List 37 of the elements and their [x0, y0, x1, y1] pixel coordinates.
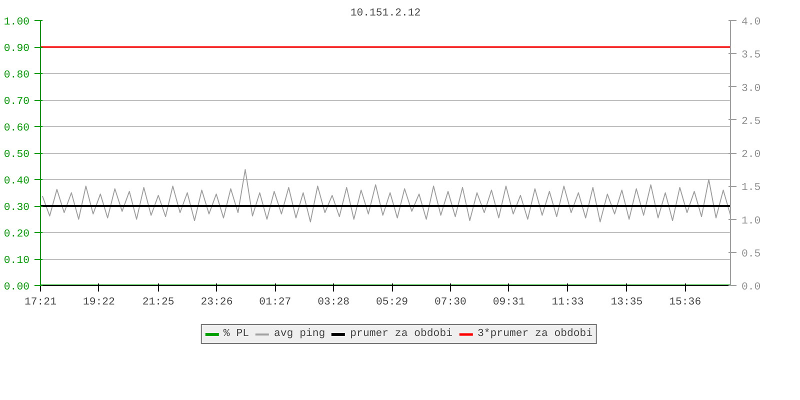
legend-label: prumer za obdobi — [350, 328, 452, 340]
y-tick-label: 0.30 — [4, 202, 30, 214]
y-tick-label: 0.10 — [4, 255, 30, 267]
legend-label: % PL — [223, 328, 249, 340]
y-tick-label: 0.00 — [4, 282, 30, 294]
y-tick-label: 1.00 — [4, 16, 30, 28]
x-tick-label: 09:31 — [492, 296, 525, 308]
y2-tick-label: 1.0 — [742, 215, 761, 228]
x-tick-label: 13:35 — [610, 296, 643, 308]
legend-label: 3*prumer za obdobi — [477, 328, 593, 340]
y-tick-label: 0.70 — [4, 96, 30, 108]
x-tick-label: 19:22 — [82, 296, 115, 308]
y-tick-label: 0.50 — [4, 149, 30, 161]
x-tick-label: 21:25 — [142, 296, 174, 308]
y2-tick-label: 2.0 — [742, 149, 761, 161]
y2-tick-label: 2.5 — [742, 116, 761, 128]
legend-label: avg ping — [274, 328, 326, 340]
x-tick-label: 01:27 — [259, 296, 292, 308]
y2-tick-label: 0.5 — [742, 248, 761, 260]
x-tick-label: 05:29 — [376, 296, 408, 308]
y2-tick-label: 1.5 — [742, 182, 761, 194]
y-tick-label: 0.40 — [4, 176, 30, 188]
y-tick-label: 0.20 — [4, 228, 30, 240]
y-tick-label: 0.80 — [4, 70, 30, 82]
y2-tick-label: 4.0 — [742, 16, 761, 28]
y2-tick-label: 3.0 — [742, 82, 761, 95]
y2-tick-label: 3.5 — [742, 50, 761, 62]
y-tick-label: 0.90 — [4, 43, 30, 55]
x-tick-label: 15:36 — [669, 296, 702, 308]
y2-tick-label: 0.0 — [742, 282, 761, 294]
x-tick-label: 23:26 — [200, 296, 233, 308]
x-tick-label: 11:33 — [552, 296, 584, 308]
x-tick-label: 07:30 — [434, 296, 466, 308]
y-tick-label: 0.60 — [4, 122, 30, 134]
chart-title: 10.151.2.12 — [350, 8, 421, 20]
x-tick-label: 03:28 — [318, 296, 350, 308]
x-tick-label: 17:21 — [24, 296, 56, 308]
